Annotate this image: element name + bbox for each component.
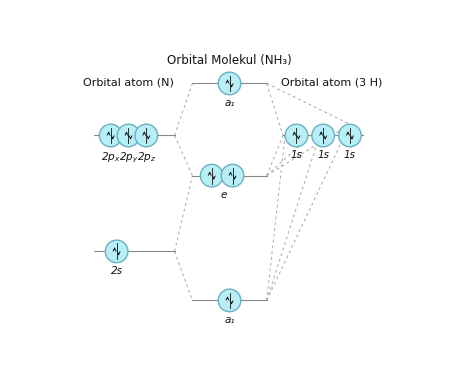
Text: 2p$_x$: 2p$_x$ [101, 151, 120, 164]
Text: 1s: 1s [291, 151, 302, 160]
Ellipse shape [218, 289, 241, 312]
Text: 1s: 1s [344, 151, 356, 160]
Text: a₁: a₁ [224, 98, 235, 108]
Ellipse shape [218, 72, 241, 95]
Ellipse shape [338, 124, 361, 147]
Text: 1s: 1s [317, 151, 329, 160]
Text: e: e [220, 190, 227, 200]
Text: 2p$_z$: 2p$_z$ [137, 151, 156, 164]
Ellipse shape [135, 124, 158, 147]
Ellipse shape [105, 240, 128, 263]
Text: a₁: a₁ [224, 315, 235, 325]
Text: 2s: 2s [110, 266, 123, 276]
Text: Orbital atom (3 H): Orbital atom (3 H) [282, 78, 383, 88]
Ellipse shape [201, 164, 223, 187]
Text: Orbital atom (N): Orbital atom (N) [83, 78, 174, 88]
Ellipse shape [312, 124, 335, 147]
Text: 2p$_y$: 2p$_y$ [118, 151, 138, 165]
Text: Orbital Molekul (NH₃): Orbital Molekul (NH₃) [167, 54, 292, 67]
Ellipse shape [221, 164, 244, 187]
Ellipse shape [117, 124, 140, 147]
Ellipse shape [285, 124, 308, 147]
Ellipse shape [100, 124, 122, 147]
